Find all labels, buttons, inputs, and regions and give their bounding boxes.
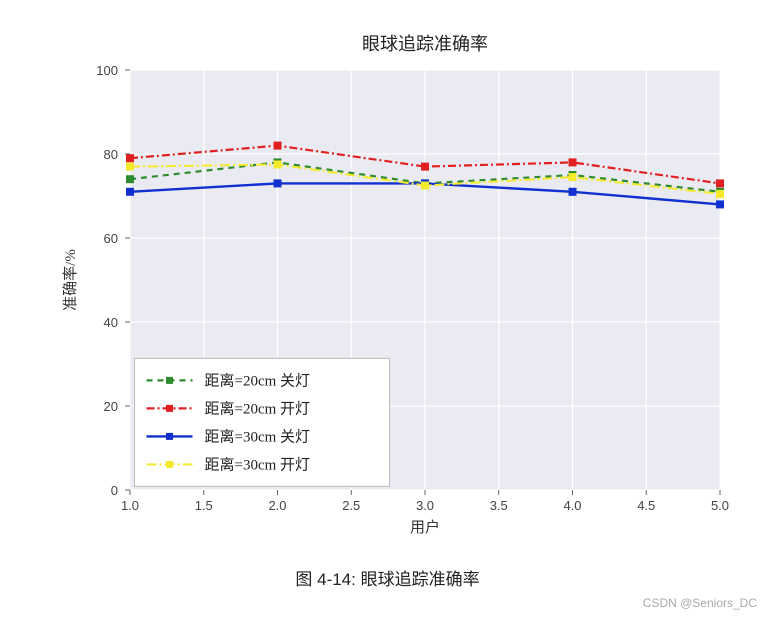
svg-text:4.0: 4.0: [563, 498, 581, 513]
svg-text:3.0: 3.0: [416, 498, 434, 513]
svg-text:距离=20cm 关灯: 距离=20cm 关灯: [205, 372, 311, 389]
svg-text:距离=20cm 开灯: 距离=20cm 开灯: [205, 400, 311, 417]
watermark: CSDN @Seniors_DC: [643, 596, 757, 610]
svg-text:用户: 用户: [410, 519, 440, 536]
svg-text:5.0: 5.0: [711, 498, 729, 513]
chart-container: 眼球追踪准确率 1.0 1.5 2.0 2.5 3.0 3.5 4.0 4.5 5.0 0 20 40 6…: [40, 20, 740, 540]
svg-text:20: 20: [104, 399, 118, 414]
svg-text:2.5: 2.5: [342, 498, 360, 513]
svg-text:0: 0: [111, 483, 118, 498]
svg-text:距离=30cm 开灯: 距离=30cm 开灯: [205, 456, 311, 473]
figure-caption: 图 4-14: 眼球追踪准确率: [0, 565, 775, 590]
svg-text:40: 40: [104, 315, 118, 330]
svg-text:80: 80: [104, 147, 118, 162]
svg-text:4.5: 4.5: [637, 498, 655, 513]
line-chart: 眼球追踪准确率 1.0 1.5 2.0 2.5 3.0 3.5 4.0 4.5 5.0 0 20 40 6…: [40, 20, 740, 540]
svg-text:100: 100: [96, 63, 118, 78]
svg-text:60: 60: [104, 231, 118, 246]
svg-text:3.5: 3.5: [490, 498, 508, 513]
svg-text:眼球追踪准确率: 眼球追踪准确率: [362, 34, 488, 54]
svg-text:1.5: 1.5: [195, 498, 213, 513]
svg-text:2.0: 2.0: [268, 498, 286, 513]
svg-text:1.0: 1.0: [121, 498, 139, 513]
svg-text:距离=30cm 关灯: 距离=30cm 关灯: [205, 428, 311, 445]
svg-text:准确率/%: 准确率/%: [62, 249, 79, 311]
